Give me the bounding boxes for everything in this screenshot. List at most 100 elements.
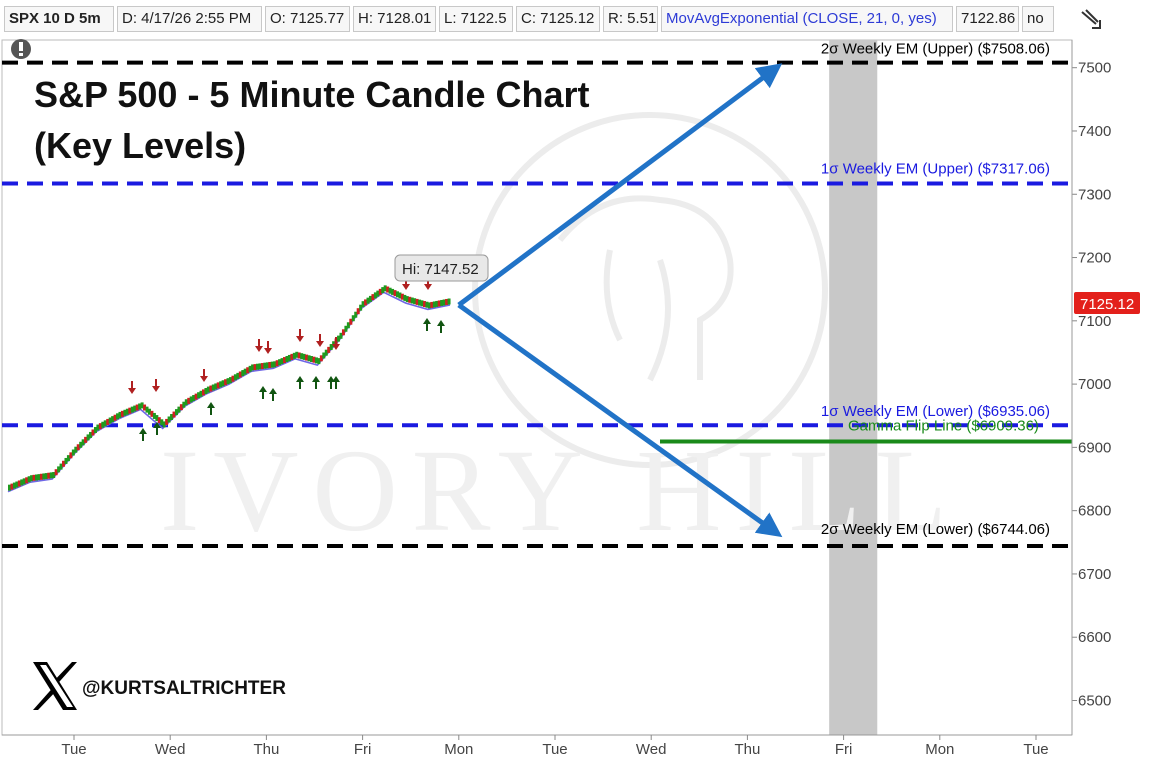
candle [44, 473, 48, 480]
candle [317, 358, 321, 365]
candle [39, 473, 43, 480]
candle [59, 463, 63, 470]
y-tick-label: 7200 [1078, 250, 1111, 267]
x-tick-label: Thu [734, 741, 760, 758]
candle [349, 318, 353, 325]
candle [258, 363, 262, 370]
candle [383, 285, 387, 292]
candle [10, 483, 14, 490]
axis-area [1072, 40, 1150, 735]
candle [253, 364, 257, 371]
candle [165, 418, 169, 425]
x-tick-label: Wed [636, 741, 667, 758]
candle [143, 404, 147, 411]
candle [312, 356, 316, 363]
candle [130, 406, 134, 413]
candle [314, 357, 318, 364]
ivory-hill-watermark: IVORY HILL [160, 112, 947, 556]
y-tick-label: 6500 [1078, 693, 1111, 710]
candle [395, 291, 399, 298]
candle [125, 408, 129, 415]
candle [116, 413, 120, 420]
candle [138, 403, 142, 410]
sell-arrowhead [316, 341, 324, 347]
sell-arrowhead [402, 284, 410, 290]
candle [273, 361, 277, 368]
candle [359, 304, 363, 311]
candle [241, 370, 245, 377]
candle [310, 356, 314, 363]
y-tick-label: 7400 [1078, 123, 1111, 140]
candle [339, 332, 343, 339]
candle [96, 424, 100, 431]
y-axis: 6500 6600 6700 6800 6900 7000 7100 7200 7300 7400… [1071, 40, 1111, 735]
candle [295, 351, 299, 358]
y-tick-label: 7100 [1078, 313, 1111, 330]
low-readout: L: 7122.5 [439, 6, 513, 32]
candle [8, 484, 11, 491]
candle [206, 386, 210, 393]
candle [351, 315, 355, 322]
candle [93, 427, 97, 434]
candle [182, 401, 186, 408]
candle [221, 380, 225, 387]
x-tick-label: Tue [542, 741, 567, 758]
candle [145, 406, 149, 413]
level-lines: 2σ Weekly EM (Upper) ($7508.06) 1σ Weekly… [2, 41, 1072, 549]
x-tick-label: Fri [354, 741, 372, 758]
shaded-region [829, 40, 878, 735]
candle [27, 476, 31, 483]
candle [172, 411, 176, 418]
candle [197, 392, 201, 399]
close-readout: C: 7125.12 [516, 6, 600, 32]
study-no-label: no [1022, 6, 1054, 32]
candle [376, 290, 380, 297]
candle [81, 439, 85, 446]
candle [128, 407, 132, 414]
candle [233, 374, 237, 381]
study-label[interactable]: MovAvgExponential (CLOSE, 21, 0, yes) [661, 6, 953, 32]
candle [25, 477, 29, 484]
candle [66, 455, 70, 462]
candle [248, 365, 252, 372]
candle [270, 361, 274, 368]
x-logo-icon [30, 660, 78, 712]
candle [174, 409, 178, 416]
candle [440, 299, 444, 306]
chart-title-line2: (Key Levels) [34, 125, 246, 166]
candle [403, 294, 407, 301]
candle [361, 301, 365, 308]
candle [69, 452, 73, 459]
x-tick-label: Mon [444, 741, 473, 758]
candle [413, 298, 417, 305]
candle [405, 296, 409, 303]
hi-callout: Hi: 7147.52 [394, 254, 489, 282]
hi-callout-text: Hi: 7147.52 [402, 261, 479, 278]
candle [268, 361, 272, 368]
candle [231, 375, 235, 382]
candle [356, 308, 360, 315]
candle [106, 418, 110, 425]
sell-arrowhead [152, 386, 160, 392]
symbol-label[interactable]: SPX 10 D 5m [4, 6, 114, 32]
y-tick-label: 7000 [1078, 376, 1111, 393]
chart-settings-icon[interactable] [1078, 6, 1104, 32]
candle [393, 290, 397, 297]
watermark-elephant [557, 195, 734, 382]
sell-arrowhead [255, 346, 263, 352]
date-readout: D: 4/17/26 2:55 PM [117, 6, 262, 32]
candle [305, 354, 309, 361]
candle [47, 472, 51, 479]
level-label: 1σ Weekly EM (Lower) ($6935.06) [821, 403, 1050, 420]
candle [17, 480, 21, 487]
candle [177, 406, 181, 413]
candle [447, 298, 451, 305]
sell-arrowhead [332, 344, 340, 350]
candle [280, 358, 284, 365]
candle [187, 397, 191, 404]
candle [278, 359, 282, 366]
candle [22, 478, 26, 485]
level-label: 2σ Weekly EM (Lower) ($6744.06) [821, 521, 1050, 538]
candle [238, 371, 242, 378]
candle [410, 297, 414, 304]
